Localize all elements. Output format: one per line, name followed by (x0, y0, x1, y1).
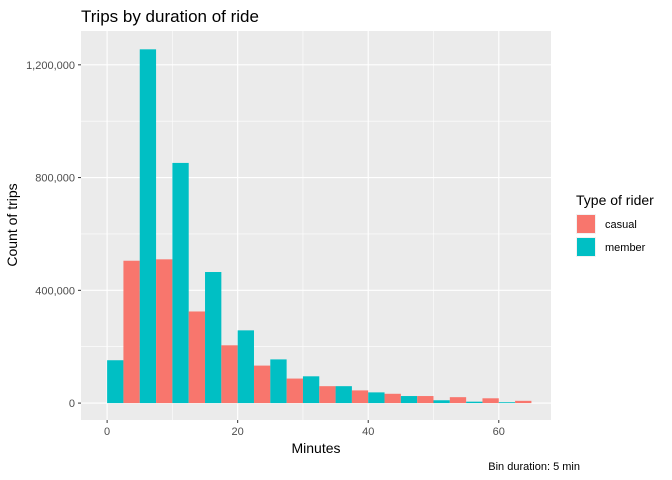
bar-member (237, 330, 254, 404)
bar-member (466, 401, 483, 404)
legend-swatch-casual (577, 215, 595, 233)
y-tick-label: 800,000 (35, 173, 75, 185)
legend-swatch-member (577, 238, 595, 256)
bar-casual (515, 400, 532, 404)
y-tick-label: 1,200,000 (26, 60, 75, 72)
bar-member (172, 162, 189, 404)
bar-member (270, 359, 287, 404)
bar-member (498, 402, 516, 404)
bar-member (139, 49, 157, 404)
bar-casual (221, 345, 238, 404)
bar-casual (449, 397, 467, 404)
bar-casual (286, 378, 303, 404)
bar-member (302, 376, 320, 404)
legend-items: casual member (576, 214, 646, 257)
bar-casual (253, 365, 271, 404)
bar-casual (351, 390, 369, 404)
legend-title: Type of rider (576, 192, 654, 208)
legend-label-member: member (605, 242, 646, 254)
bar-member (368, 392, 385, 404)
bar-casual (482, 398, 499, 404)
x-tick-label: 20 (232, 426, 244, 438)
bar-member (433, 400, 450, 404)
x-axis: 0 20 40 60 (104, 420, 505, 438)
bar-casual (384, 393, 401, 404)
x-tick-label: 0 (104, 426, 110, 438)
bars (107, 49, 532, 404)
y-axis: 0 400,000 800,000 1,200,000 (26, 60, 81, 410)
bar-member (400, 396, 418, 404)
y-tick-label: 0 (69, 398, 75, 410)
legend: Type of rider casual member (576, 192, 654, 257)
bar-member (205, 272, 222, 404)
chart-caption: Bin duration: 5 min (488, 461, 580, 473)
x-tick-label: 60 (493, 426, 505, 438)
bar-casual (156, 259, 173, 404)
x-axis-title: Minutes (291, 440, 340, 456)
bar-casual (319, 386, 336, 404)
y-axis-title: Count of trips (4, 183, 20, 266)
bar-member (107, 360, 124, 404)
bar-casual (417, 396, 434, 404)
y-tick-label: 400,000 (35, 285, 75, 297)
bar-member (335, 386, 352, 404)
bar-casual (188, 311, 206, 404)
bar-casual (123, 260, 140, 404)
x-tick-label: 40 (362, 426, 374, 438)
legend-label-casual: casual (605, 219, 637, 231)
chart-title: Trips by duration of ride (81, 7, 259, 26)
